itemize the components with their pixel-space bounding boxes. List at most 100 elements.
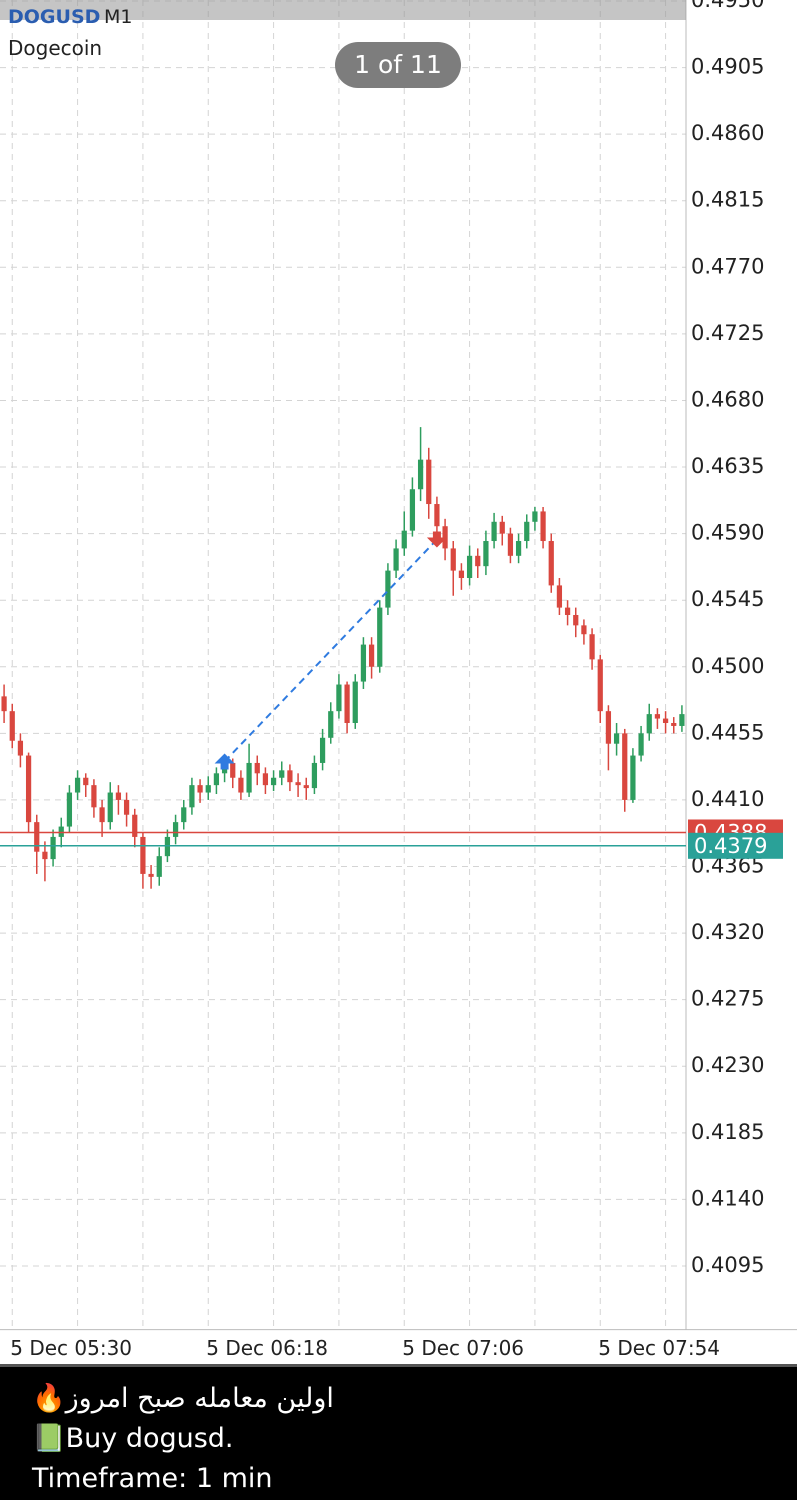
y-tick-label: 0.4590 xyxy=(691,521,764,545)
y-tick-label: 0.4455 xyxy=(691,720,764,744)
candle-body xyxy=(295,782,301,786)
candle-body xyxy=(499,521,505,534)
candle-body xyxy=(83,777,89,786)
candle-body xyxy=(197,785,203,793)
candle-body xyxy=(515,541,522,556)
candle-body xyxy=(262,773,269,786)
candle-body xyxy=(66,792,73,827)
y-tick-label: 0.4815 xyxy=(691,188,764,212)
price-tag-label: 0.4379 xyxy=(694,834,767,858)
candle-body xyxy=(181,807,187,823)
candle-body xyxy=(426,459,432,505)
y-tick-label: 0.4680 xyxy=(691,387,764,411)
instrument-name: Dogecoin xyxy=(8,36,103,60)
price-tag xyxy=(688,832,783,859)
candle-body xyxy=(156,856,162,877)
candle-body xyxy=(213,773,220,786)
candle-body xyxy=(254,762,260,774)
image-counter[interactable]: 1 of 11 xyxy=(335,42,461,88)
candle-body xyxy=(123,799,130,815)
candle-body xyxy=(613,733,620,744)
candle-body xyxy=(115,792,122,800)
sell-arrow xyxy=(426,531,447,548)
y-tick-label: 0.4860 xyxy=(691,121,764,145)
candle-body xyxy=(483,541,489,567)
candle-body xyxy=(148,873,154,877)
y-tick-label: 0.4950 xyxy=(691,0,764,12)
candle-body xyxy=(25,755,32,823)
candle-body xyxy=(507,533,514,556)
candle-body xyxy=(132,814,138,837)
candle-body xyxy=(17,740,24,756)
candle-body xyxy=(246,762,252,793)
plot-area xyxy=(0,0,686,1330)
candle-body xyxy=(597,659,603,712)
y-tick-label: 0.4140 xyxy=(691,1186,764,1210)
header-bar xyxy=(0,0,686,20)
candle-body xyxy=(140,836,146,874)
candle-body xyxy=(532,511,538,522)
y-tick-label: 0.4410 xyxy=(691,787,764,811)
y-tick-label: 0.4500 xyxy=(691,654,764,678)
candle-body xyxy=(74,777,81,793)
y-tick-label: 0.4635 xyxy=(691,454,764,478)
candle-body xyxy=(466,555,473,579)
candle-body xyxy=(679,714,685,726)
candle-body xyxy=(1,696,7,712)
candle-body xyxy=(524,521,530,542)
caption-line: اولین معامله صبح امروز🔥 xyxy=(32,1383,334,1414)
candle-body xyxy=(491,521,497,542)
candle-body xyxy=(662,718,669,724)
candle-body xyxy=(270,777,277,786)
message-caption: اولین معامله صبح امروز🔥 📗Buy dogusd. Tim… xyxy=(0,1364,797,1500)
y-tick-label: 0.4770 xyxy=(691,254,764,278)
candle-body xyxy=(630,755,636,800)
candle-body xyxy=(328,711,334,738)
candle-body xyxy=(360,644,367,682)
caption-line: Timeframe: 1 min xyxy=(32,1463,273,1494)
candle-body xyxy=(564,607,571,615)
candle-body xyxy=(189,785,195,808)
candle-body xyxy=(573,614,579,626)
candle-body xyxy=(99,807,105,823)
x-tick-label: 5 Dec 05:30 xyxy=(10,1336,132,1360)
candle-body xyxy=(581,625,587,635)
y-tick-label: 0.4095 xyxy=(691,1253,764,1277)
y-tick-label: 0.4320 xyxy=(691,920,764,944)
candle-body xyxy=(434,504,440,527)
caption-line: 📗Buy dogusd. xyxy=(32,1423,234,1454)
candle-body xyxy=(107,792,113,823)
candle-body xyxy=(50,836,56,860)
candle-body xyxy=(377,607,383,667)
candle-body xyxy=(352,681,358,724)
candle-body xyxy=(393,548,399,571)
x-tick-label: 5 Dec 06:18 xyxy=(206,1336,328,1360)
candle-body xyxy=(556,585,563,608)
candle-body xyxy=(368,644,375,667)
candle-body xyxy=(540,511,546,542)
y-tick-label: 0.4545 xyxy=(691,587,764,611)
candle-body xyxy=(279,770,285,778)
buy-arrow xyxy=(214,753,235,770)
candle-body xyxy=(605,711,612,744)
candle-body xyxy=(589,634,595,660)
y-tick-label: 0.4275 xyxy=(691,987,764,1011)
candle-body xyxy=(671,723,677,726)
x-tick-label: 5 Dec 07:54 xyxy=(598,1336,720,1360)
candle-body xyxy=(654,714,661,719)
candle-body xyxy=(336,684,342,712)
y-tick-label: 0.4185 xyxy=(691,1120,764,1144)
candle-body xyxy=(475,555,481,567)
chart: 0.4095 0.4140 0.4185 0.4230 0.4275 0.4320 0.43… xyxy=(0,0,797,1360)
candle-body xyxy=(548,541,554,586)
candle-body xyxy=(34,822,40,852)
candle-body xyxy=(450,548,456,571)
y-tick-label: 0.4230 xyxy=(691,1053,764,1077)
candle-body xyxy=(344,684,350,724)
candle-body xyxy=(230,762,236,778)
candle-body xyxy=(638,733,644,756)
symbol: DOGUSD xyxy=(8,6,101,28)
candle-body xyxy=(385,570,391,608)
candle-body xyxy=(442,526,448,549)
